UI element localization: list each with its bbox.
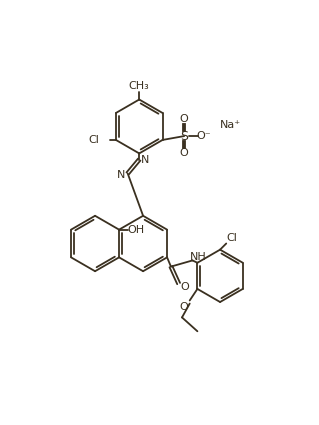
Text: N: N bbox=[117, 170, 126, 180]
Text: O: O bbox=[181, 282, 189, 292]
Text: N: N bbox=[141, 155, 150, 164]
Text: CH₃: CH₃ bbox=[129, 81, 150, 91]
Text: O: O bbox=[180, 148, 189, 158]
Text: S: S bbox=[180, 130, 188, 142]
Text: Na⁺: Na⁺ bbox=[220, 119, 241, 130]
Text: O: O bbox=[180, 114, 189, 124]
Text: Cl: Cl bbox=[88, 135, 99, 145]
Text: OH: OH bbox=[128, 225, 145, 235]
Text: O: O bbox=[179, 302, 188, 312]
Text: NH: NH bbox=[190, 252, 207, 262]
Text: Cl: Cl bbox=[226, 233, 237, 243]
Text: O⁻: O⁻ bbox=[197, 131, 211, 141]
